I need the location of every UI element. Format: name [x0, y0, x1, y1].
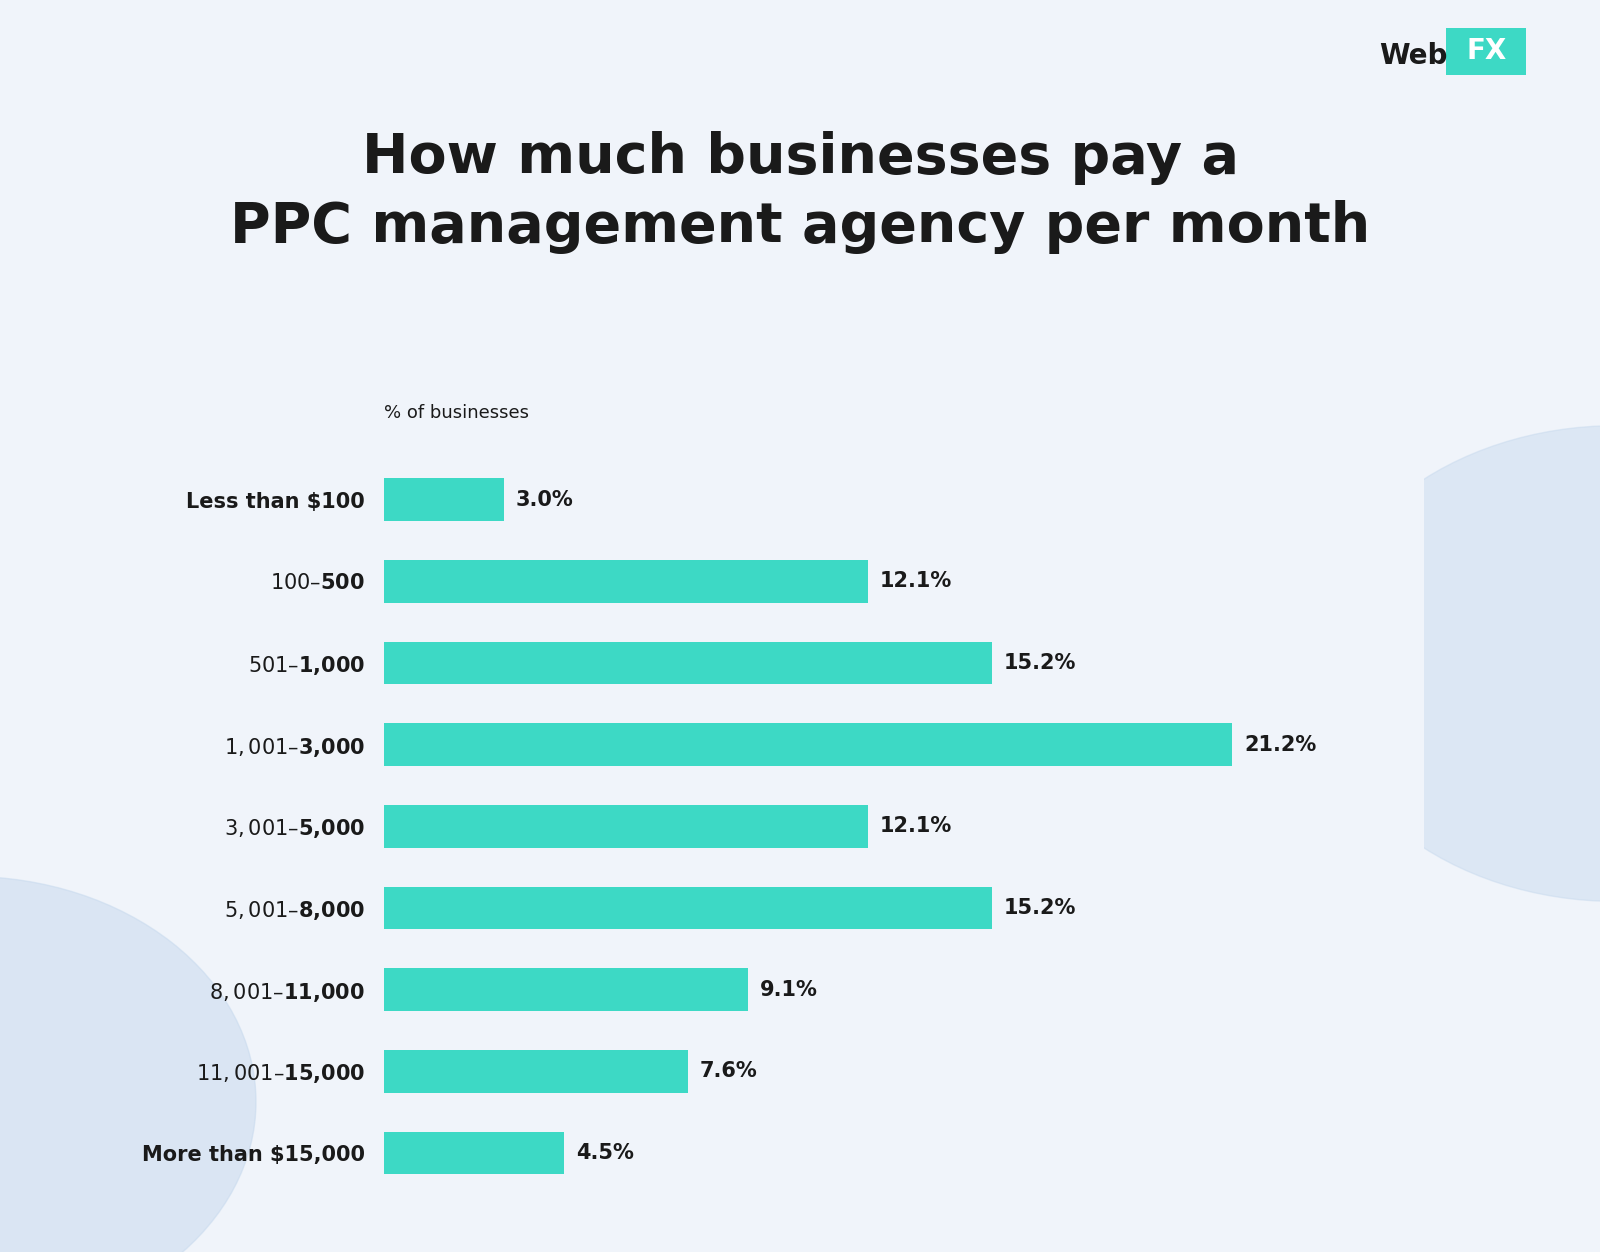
Text: 3.0%: 3.0% — [515, 490, 574, 510]
Text: 9.1%: 9.1% — [760, 979, 818, 999]
Text: 15.2%: 15.2% — [1005, 898, 1077, 918]
Text: Web: Web — [1379, 43, 1448, 70]
Text: FX: FX — [1466, 38, 1507, 65]
Text: 4.5%: 4.5% — [576, 1143, 634, 1163]
Bar — [384, 805, 867, 848]
Bar — [384, 968, 749, 1010]
Text: 15.2%: 15.2% — [1005, 654, 1077, 674]
Text: 12.1%: 12.1% — [880, 571, 952, 591]
Bar — [384, 642, 992, 685]
Text: % of businesses: % of businesses — [384, 404, 530, 422]
Text: 12.1%: 12.1% — [880, 816, 952, 836]
Bar — [384, 724, 1232, 766]
Bar — [384, 478, 504, 521]
Text: 21.2%: 21.2% — [1245, 735, 1317, 755]
Bar — [384, 1050, 688, 1093]
Text: 7.6%: 7.6% — [701, 1062, 758, 1082]
Text: How much businesses pay a: How much businesses pay a — [362, 131, 1238, 185]
Bar — [384, 560, 867, 602]
Bar — [384, 886, 992, 929]
Bar — [384, 1132, 563, 1174]
Text: PPC management agency per month: PPC management agency per month — [230, 200, 1370, 254]
